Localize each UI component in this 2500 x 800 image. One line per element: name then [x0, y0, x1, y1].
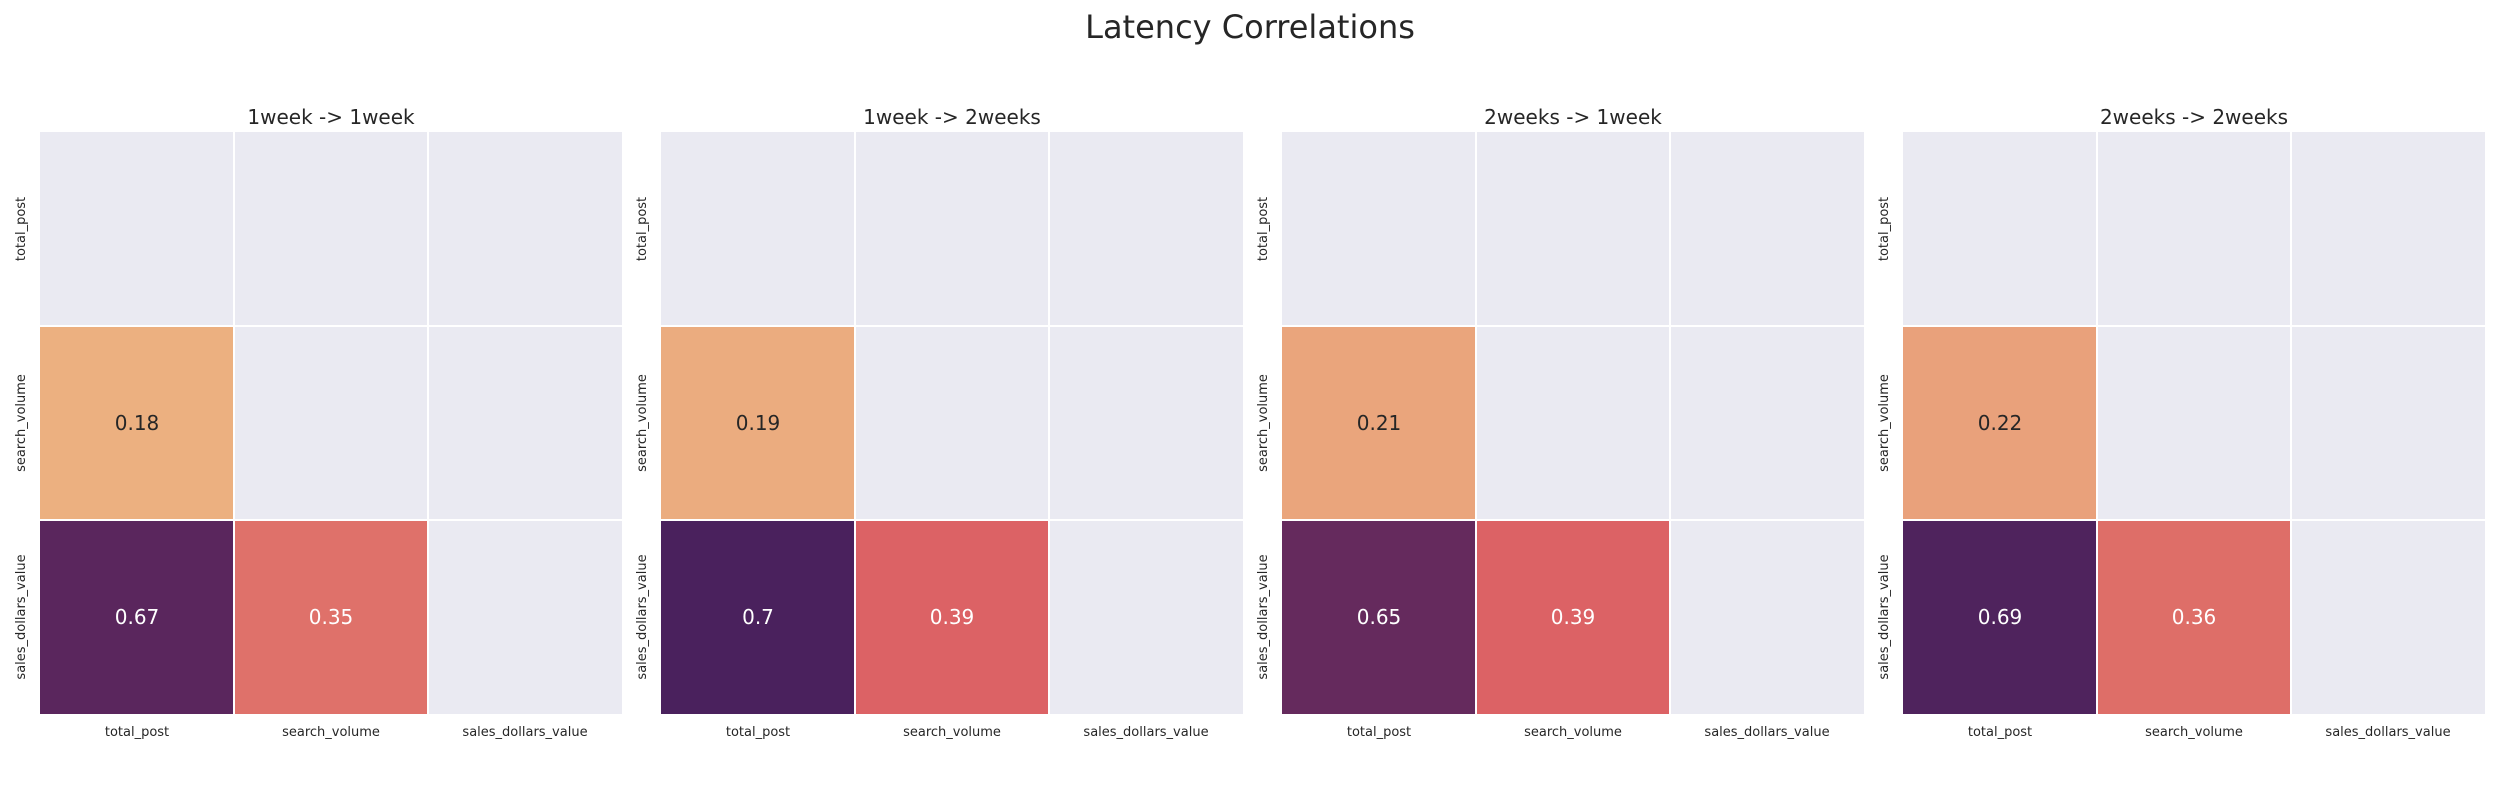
cell-value-label: 0.19 [736, 411, 781, 435]
figure-title: Latency Correlations [1085, 8, 1415, 46]
heatmap-cell [40, 520, 234, 714]
heatmap-cell [1903, 520, 2097, 714]
y-tick-label: total_post [14, 197, 29, 261]
x-tick-label: sales_dollars_value [1704, 725, 1829, 740]
cell-value-label: 0.18 [115, 411, 160, 435]
cell-value-label: 0.22 [1978, 411, 2023, 435]
cell-value-label: 0.7 [742, 605, 774, 629]
y-tick-label: search_volume [1877, 374, 1892, 472]
panel-title: 1week -> 2weeks [863, 105, 1041, 129]
y-tick-label: sales_dollars_value [1256, 554, 1271, 679]
cell-value-label: 0.67 [115, 605, 160, 629]
x-tick-label: search_volume [903, 725, 1001, 740]
heatmap-cell [234, 520, 428, 714]
heatmap-cell [1476, 520, 1670, 714]
y-tick-label: search_volume [14, 374, 29, 472]
panel-title: 2weeks -> 1week [1484, 105, 1662, 129]
y-tick-label: search_volume [1256, 374, 1271, 472]
y-tick-label: total_post [1256, 197, 1271, 261]
cell-value-label: 0.35 [309, 605, 354, 629]
x-tick-label: sales_dollars_value [1083, 725, 1208, 740]
cell-value-label: 0.36 [2172, 605, 2217, 629]
cell-value-label: 0.69 [1978, 605, 2023, 629]
y-tick-label: sales_dollars_value [635, 554, 650, 679]
cell-value-label: 0.39 [930, 605, 975, 629]
cell-value-label: 0.21 [1357, 411, 1402, 435]
x-tick-label: total_post [105, 725, 169, 740]
heatmap-cell [661, 326, 855, 520]
y-tick-label: sales_dollars_value [1877, 554, 1892, 679]
heatmap-cell [661, 520, 855, 714]
x-tick-label: search_volume [282, 725, 380, 740]
y-tick-label: sales_dollars_value [14, 554, 29, 679]
panel-title: 1week -> 1week [247, 105, 415, 129]
y-tick-label: search_volume [635, 374, 650, 472]
panel-title: 2weeks -> 2weeks [2100, 105, 2288, 129]
y-tick-label: total_post [635, 197, 650, 261]
heatmap-cell [1903, 326, 2097, 520]
heatmap-cell [40, 326, 234, 520]
x-tick-label: search_volume [2145, 725, 2243, 740]
cell-value-label: 0.65 [1357, 605, 1402, 629]
x-tick-label: total_post [726, 725, 790, 740]
x-tick-label: total_post [1347, 725, 1411, 740]
x-tick-label: sales_dollars_value [462, 725, 587, 740]
heatmap-cell [1282, 326, 1476, 520]
cell-value-label: 0.39 [1551, 605, 1596, 629]
y-tick-label: total_post [1877, 197, 1892, 261]
x-tick-label: total_post [1968, 725, 2032, 740]
x-tick-label: search_volume [1524, 725, 1622, 740]
x-tick-label: sales_dollars_value [2325, 725, 2450, 740]
heatmap-cell [1282, 520, 1476, 714]
heatmap-cell [855, 520, 1049, 714]
heatmap-cell [2097, 520, 2291, 714]
